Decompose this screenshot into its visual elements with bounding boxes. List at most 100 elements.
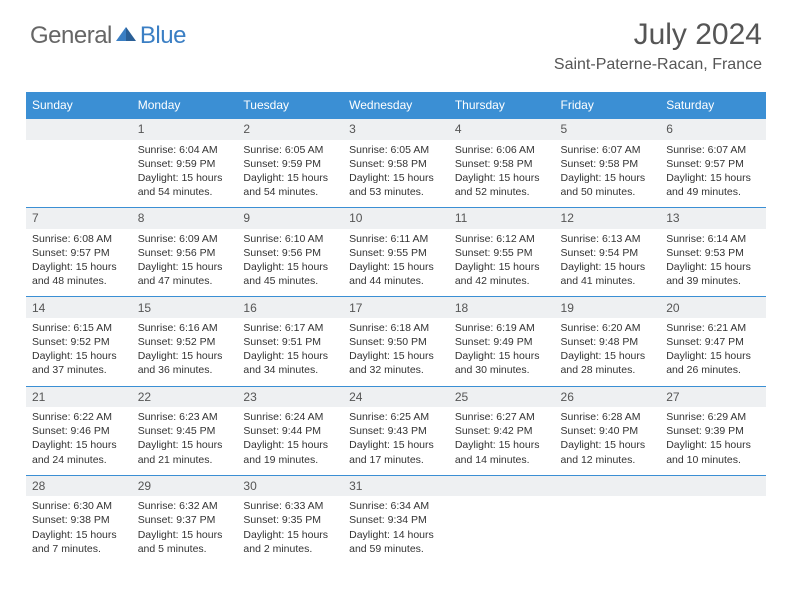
daynum-row: 14151617181920 <box>26 297 766 318</box>
daynum-cell: 23 <box>237 386 343 407</box>
detail-cell: Sunrise: 6:32 AMSunset: 9:37 PMDaylight:… <box>132 496 238 564</box>
daylight-line: Daylight: 15 hours and 7 minutes. <box>32 528 126 556</box>
daylight-line: Daylight: 15 hours and 19 minutes. <box>243 438 337 466</box>
daynum-cell: 13 <box>660 208 766 229</box>
detail-cell <box>555 496 661 564</box>
daynum-cell: 3 <box>343 119 449 140</box>
daynum-cell: 16 <box>237 297 343 318</box>
daylight-line: Daylight: 15 hours and 34 minutes. <box>243 349 337 377</box>
detail-cell: Sunrise: 6:05 AMSunset: 9:58 PMDaylight:… <box>343 140 449 208</box>
detail-cell: Sunrise: 6:10 AMSunset: 9:56 PMDaylight:… <box>237 229 343 297</box>
detail-row: Sunrise: 6:22 AMSunset: 9:46 PMDaylight:… <box>26 407 766 475</box>
daylight-line: Daylight: 15 hours and 45 minutes. <box>243 260 337 288</box>
sunset-line: Sunset: 9:56 PM <box>138 246 232 260</box>
detail-cell: Sunrise: 6:20 AMSunset: 9:48 PMDaylight:… <box>555 318 661 386</box>
detail-cell: Sunrise: 6:25 AMSunset: 9:43 PMDaylight:… <box>343 407 449 475</box>
sunset-line: Sunset: 9:48 PM <box>561 335 655 349</box>
daylight-line: Daylight: 15 hours and 36 minutes. <box>138 349 232 377</box>
detail-cell: Sunrise: 6:22 AMSunset: 9:46 PMDaylight:… <box>26 407 132 475</box>
month-title: July 2024 <box>554 18 762 52</box>
sunset-line: Sunset: 9:49 PM <box>455 335 549 349</box>
sunset-line: Sunset: 9:54 PM <box>561 246 655 260</box>
daylight-line: Daylight: 14 hours and 59 minutes. <box>349 528 443 556</box>
sunset-line: Sunset: 9:42 PM <box>455 424 549 438</box>
calendar-table: SundayMondayTuesdayWednesdayThursdayFrid… <box>26 92 766 564</box>
detail-cell: Sunrise: 6:28 AMSunset: 9:40 PMDaylight:… <box>555 407 661 475</box>
daynum-row: 28293031 <box>26 475 766 496</box>
sunrise-line: Sunrise: 6:27 AM <box>455 410 549 424</box>
daynum-row: 21222324252627 <box>26 386 766 407</box>
sunrise-line: Sunrise: 6:18 AM <box>349 321 443 335</box>
sunrise-line: Sunrise: 6:13 AM <box>561 232 655 246</box>
daylight-line: Daylight: 15 hours and 42 minutes. <box>455 260 549 288</box>
daynum-cell: 31 <box>343 475 449 496</box>
sunset-line: Sunset: 9:47 PM <box>666 335 760 349</box>
sunset-line: Sunset: 9:51 PM <box>243 335 337 349</box>
detail-cell: Sunrise: 6:23 AMSunset: 9:45 PMDaylight:… <box>132 407 238 475</box>
daynum-cell: 18 <box>449 297 555 318</box>
daylight-line: Daylight: 15 hours and 54 minutes. <box>243 171 337 199</box>
daylight-line: Daylight: 15 hours and 14 minutes. <box>455 438 549 466</box>
daynum-cell: 29 <box>132 475 238 496</box>
sunset-line: Sunset: 9:35 PM <box>243 513 337 527</box>
logo-text-blue: Blue <box>140 22 186 50</box>
daylight-line: Daylight: 15 hours and 54 minutes. <box>138 171 232 199</box>
sunset-line: Sunset: 9:37 PM <box>138 513 232 527</box>
detail-cell: Sunrise: 6:33 AMSunset: 9:35 PMDaylight:… <box>237 496 343 564</box>
detail-cell: Sunrise: 6:34 AMSunset: 9:34 PMDaylight:… <box>343 496 449 564</box>
daylight-line: Daylight: 15 hours and 47 minutes. <box>138 260 232 288</box>
detail-cell: Sunrise: 6:16 AMSunset: 9:52 PMDaylight:… <box>132 318 238 386</box>
title-block: July 2024 Saint-Paterne-Racan, France <box>554 18 762 74</box>
daynum-cell: 2 <box>237 119 343 140</box>
sunset-line: Sunset: 9:46 PM <box>32 424 126 438</box>
sunset-line: Sunset: 9:45 PM <box>138 424 232 438</box>
location: Saint-Paterne-Racan, France <box>554 56 762 74</box>
daylight-line: Daylight: 15 hours and 26 minutes. <box>666 349 760 377</box>
daylight-line: Daylight: 15 hours and 41 minutes. <box>561 260 655 288</box>
sunset-line: Sunset: 9:58 PM <box>349 157 443 171</box>
detail-cell: Sunrise: 6:09 AMSunset: 9:56 PMDaylight:… <box>132 229 238 297</box>
sunrise-line: Sunrise: 6:30 AM <box>32 499 126 513</box>
daylight-line: Daylight: 15 hours and 21 minutes. <box>138 438 232 466</box>
daynum-cell: 7 <box>26 208 132 229</box>
sunset-line: Sunset: 9:59 PM <box>138 157 232 171</box>
sunset-line: Sunset: 9:52 PM <box>32 335 126 349</box>
daynum-cell: 5 <box>555 119 661 140</box>
detail-cell: Sunrise: 6:05 AMSunset: 9:59 PMDaylight:… <box>237 140 343 208</box>
daynum-cell: 14 <box>26 297 132 318</box>
sunrise-line: Sunrise: 6:04 AM <box>138 143 232 157</box>
detail-cell: Sunrise: 6:11 AMSunset: 9:55 PMDaylight:… <box>343 229 449 297</box>
sunrise-line: Sunrise: 6:25 AM <box>349 410 443 424</box>
detail-cell: Sunrise: 6:30 AMSunset: 9:38 PMDaylight:… <box>26 496 132 564</box>
daylight-line: Daylight: 15 hours and 37 minutes. <box>32 349 126 377</box>
sunrise-line: Sunrise: 6:33 AM <box>243 499 337 513</box>
sunrise-line: Sunrise: 6:16 AM <box>138 321 232 335</box>
sunset-line: Sunset: 9:57 PM <box>666 157 760 171</box>
sunrise-line: Sunrise: 6:34 AM <box>349 499 443 513</box>
sunrise-line: Sunrise: 6:17 AM <box>243 321 337 335</box>
daylight-line: Daylight: 15 hours and 24 minutes. <box>32 438 126 466</box>
daylight-line: Daylight: 15 hours and 5 minutes. <box>138 528 232 556</box>
detail-cell: Sunrise: 6:08 AMSunset: 9:57 PMDaylight:… <box>26 229 132 297</box>
daynum-cell: 24 <box>343 386 449 407</box>
daylight-line: Daylight: 15 hours and 2 minutes. <box>243 528 337 556</box>
sunrise-line: Sunrise: 6:07 AM <box>666 143 760 157</box>
daylight-line: Daylight: 15 hours and 50 minutes. <box>561 171 655 199</box>
detail-cell: Sunrise: 6:15 AMSunset: 9:52 PMDaylight:… <box>26 318 132 386</box>
sunset-line: Sunset: 9:40 PM <box>561 424 655 438</box>
detail-cell: Sunrise: 6:04 AMSunset: 9:59 PMDaylight:… <box>132 140 238 208</box>
sunrise-line: Sunrise: 6:23 AM <box>138 410 232 424</box>
sunrise-line: Sunrise: 6:15 AM <box>32 321 126 335</box>
detail-cell: Sunrise: 6:07 AMSunset: 9:57 PMDaylight:… <box>660 140 766 208</box>
daynum-cell <box>660 475 766 496</box>
daynum-cell: 26 <box>555 386 661 407</box>
sunrise-line: Sunrise: 6:11 AM <box>349 232 443 246</box>
sunset-line: Sunset: 9:58 PM <box>561 157 655 171</box>
day-header: Tuesday <box>237 92 343 119</box>
sunset-line: Sunset: 9:59 PM <box>243 157 337 171</box>
daynum-cell: 6 <box>660 119 766 140</box>
daynum-cell: 15 <box>132 297 238 318</box>
daynum-cell: 21 <box>26 386 132 407</box>
daylight-line: Daylight: 15 hours and 30 minutes. <box>455 349 549 377</box>
sunrise-line: Sunrise: 6:21 AM <box>666 321 760 335</box>
